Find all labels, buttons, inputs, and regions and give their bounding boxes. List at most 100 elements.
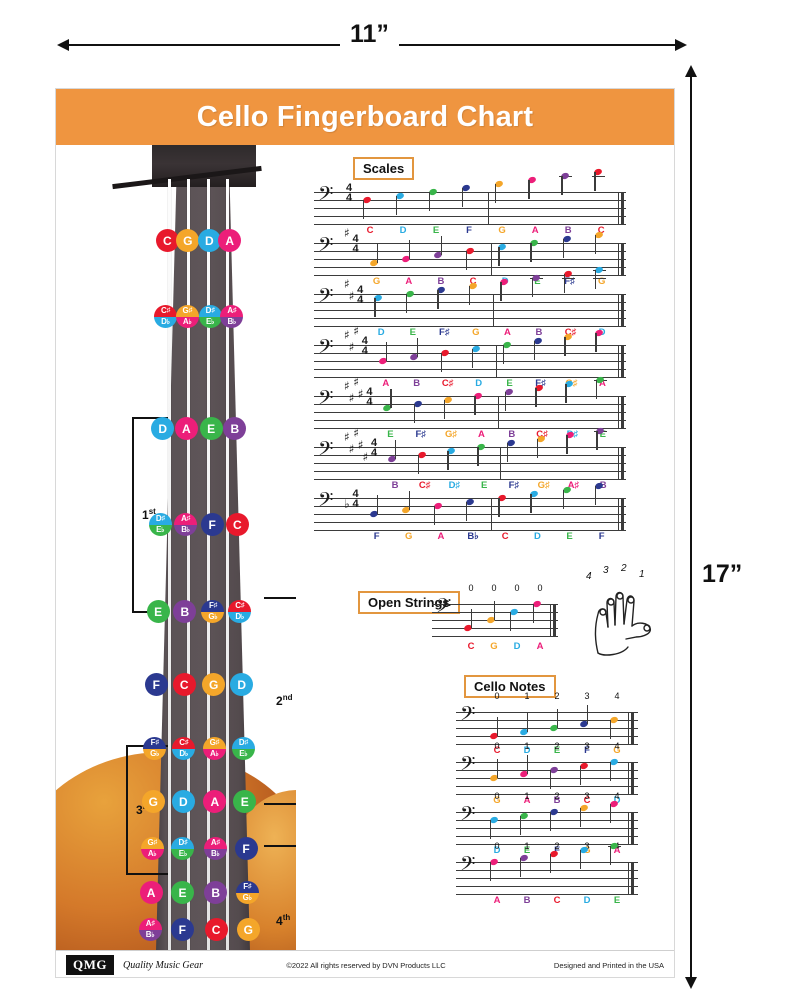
note-label: C: [366, 225, 374, 236]
staff-line: [314, 404, 626, 405]
staff-line: [456, 728, 638, 729]
staff-line: [314, 396, 626, 397]
staff-line: [456, 762, 638, 763]
end-barline-thin: [618, 345, 619, 377]
scales-section-label: Scales: [353, 157, 415, 180]
key-sharp-icon: ♯: [348, 289, 355, 303]
staff-line: [314, 522, 626, 523]
note-label: D: [513, 641, 521, 652]
note-stem: [595, 270, 597, 289]
note-label: C♯: [536, 429, 548, 440]
qmg-logo: QMG: [66, 955, 114, 975]
note-label: G♯: [445, 429, 458, 440]
end-barline-thin: [628, 812, 629, 844]
note-label: G: [490, 641, 498, 652]
bass-clef-icon: 𝄢: [460, 802, 476, 830]
staff-line: [432, 628, 558, 629]
fingering-label: 0: [494, 841, 500, 851]
note-stem: [502, 345, 504, 364]
note-label: C: [493, 745, 501, 756]
fingering-label: 2: [554, 841, 560, 851]
fingering-label: 1: [524, 841, 530, 851]
fingerboard-dot-Asharp: A ♯ B ♭: [138, 918, 162, 941]
end-barline-thick: [621, 396, 624, 428]
staff-line: [314, 514, 626, 515]
end-barline-thick: [621, 447, 624, 479]
staff-line: [456, 712, 638, 713]
end-barline-thin: [618, 243, 619, 275]
note-stem: [580, 766, 582, 785]
fingering-label: 3: [584, 691, 590, 701]
note-label: E: [387, 429, 394, 440]
open-strings-section-label: Open Strings: [358, 591, 460, 614]
note-label: E: [523, 845, 531, 856]
end-barline-thin: [550, 604, 551, 636]
staff-line: [314, 447, 626, 448]
note-stem: [528, 180, 530, 199]
note-stem: [474, 396, 476, 415]
staff: [456, 805, 638, 845]
page-title: Cello Fingerboard Chart: [196, 100, 534, 133]
staff-line: [456, 778, 638, 779]
fingering-label: 0: [468, 583, 474, 593]
cello-notes-staff-1: 𝄢G0A1B2C3D4: [456, 741, 638, 806]
fingering-label: 3: [584, 841, 590, 851]
note-label: G: [405, 531, 413, 542]
note-stem: [530, 494, 532, 513]
fingerboard-dot-Dsharp: D ♯ E ♭: [148, 513, 172, 536]
note-label: E: [566, 531, 573, 542]
key-flat-icon: ♭: [344, 497, 350, 511]
width-dimension-label: 11”: [340, 20, 399, 49]
note-stem: [610, 804, 612, 823]
tagline: Quality Music Gear: [123, 959, 203, 971]
fingerboard-dot-D: D: [151, 417, 175, 440]
fingerboard-dot-Asharp: A ♯ B ♭: [203, 837, 227, 860]
staff-line: [456, 886, 638, 887]
key-sharp-icon: ♯: [344, 226, 350, 240]
note-label: F♯: [508, 480, 520, 491]
staff-line: [456, 862, 638, 863]
end-barline-thick: [631, 762, 634, 794]
bass-clef-icon: 𝄢: [318, 233, 334, 261]
key-sharp-icon: ♯: [344, 328, 350, 342]
note-label: A: [382, 378, 390, 389]
fingerboard-dot-E: E: [199, 417, 223, 440]
end-barline-thick: [631, 812, 634, 844]
fingerboard-dot-Asharp: A ♯ B ♭: [174, 513, 198, 536]
staff-line: [314, 259, 626, 260]
bass-clef-icon: 𝄢: [318, 335, 334, 363]
note-label: F♯: [439, 327, 450, 338]
fingering-label: 4: [614, 741, 620, 751]
cello-notes-section-label: Cello Notes: [464, 675, 556, 698]
staff: [314, 440, 626, 480]
note-stem: [413, 404, 416, 423]
note-stem: [417, 455, 420, 474]
staff-line: [314, 412, 626, 413]
staff: [456, 705, 638, 745]
staff-line: [456, 844, 638, 845]
position-bracket-2: [264, 597, 296, 805]
note-label: C: [501, 531, 509, 542]
end-barline-thick: [621, 192, 624, 224]
staff-line: [456, 720, 638, 721]
staff-line: [314, 200, 626, 201]
note-label: D: [399, 225, 407, 236]
staff-line: [314, 479, 626, 480]
staff-line: [314, 471, 626, 472]
staff: [314, 491, 626, 531]
note-stem: [550, 854, 552, 873]
note-stem: [510, 612, 512, 631]
note-label: C: [553, 895, 561, 906]
note-label: A: [536, 641, 544, 652]
note-label: C: [467, 641, 475, 652]
note-stem: [416, 338, 419, 357]
note-label: E: [506, 378, 513, 389]
note-stem: [462, 188, 464, 207]
note-stem: [594, 172, 596, 191]
note-stem: [610, 846, 612, 865]
note-label: G: [472, 327, 480, 338]
end-barline-thin: [618, 447, 619, 479]
note-stem: [390, 389, 392, 408]
